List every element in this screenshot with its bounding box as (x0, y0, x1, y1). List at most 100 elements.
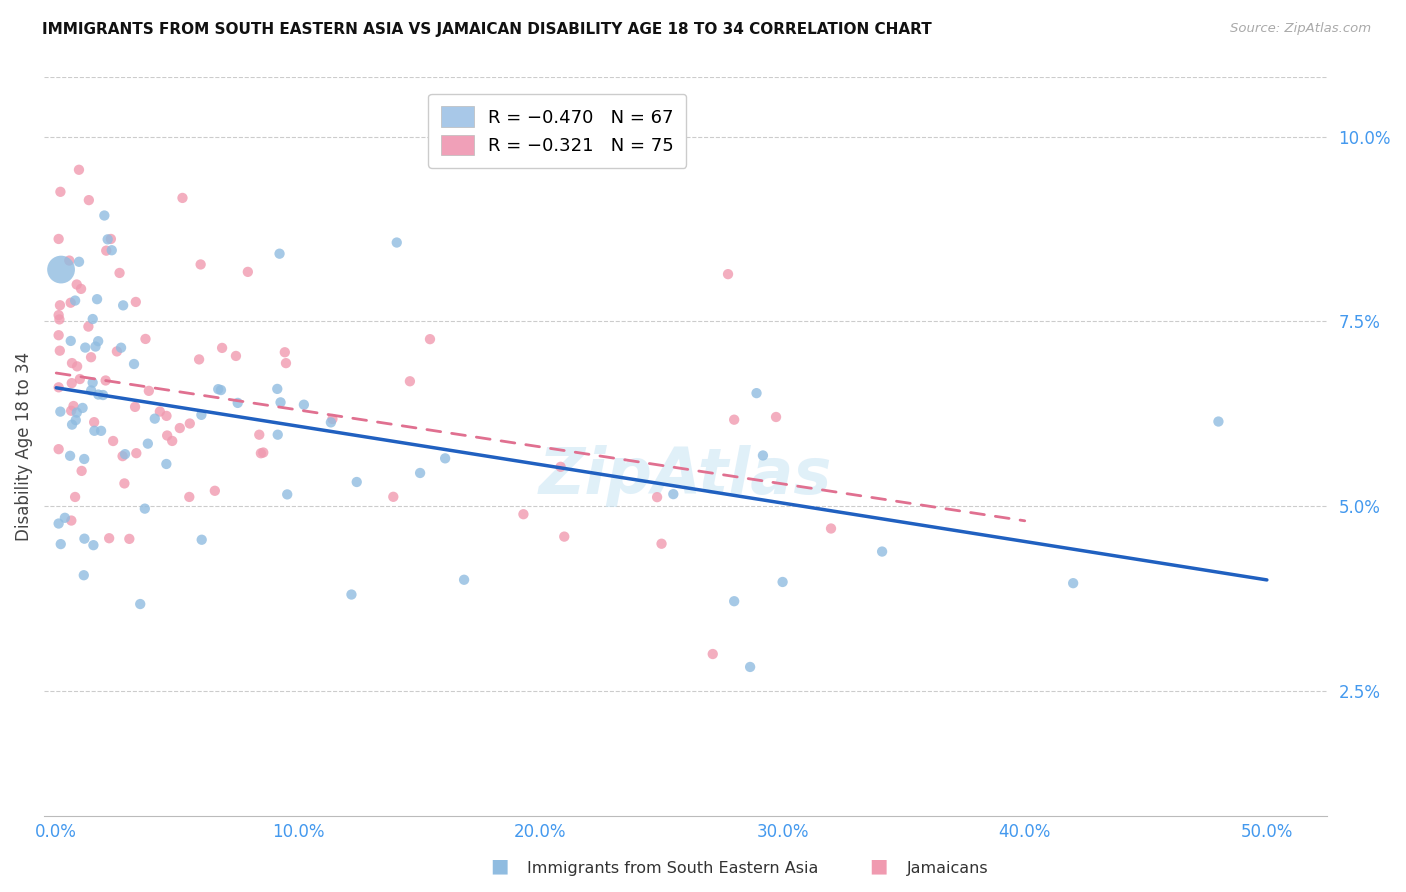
Text: ■: ■ (869, 857, 889, 876)
Point (292, 398, 315, 412)
Point (870, 544, 893, 558)
Point (190, 257, 212, 271)
Point (740, 660, 762, 674)
Point (409, 466, 432, 480)
Text: Jamaicans: Jamaicans (907, 861, 988, 876)
Point (399, 374, 422, 388)
Text: Immigrants from South Eastern Asia: Immigrants from South Eastern Asia (527, 861, 818, 876)
Point (134, 332, 156, 346)
Point (204, 483, 226, 498)
Point (80, 384, 103, 398)
Point (86, 292, 108, 306)
Point (60, 403, 83, 417)
Point (60, 356, 83, 370)
Point (48, 308, 70, 322)
Point (125, 446, 148, 460)
Y-axis label: Disability Age 18 to 34: Disability Age 18 to 34 (15, 352, 32, 541)
Text: ■: ■ (489, 857, 509, 876)
Point (100, 244, 122, 258)
Point (48, 312, 70, 326)
Point (82, 312, 104, 326)
Point (63, 490, 86, 504)
Point (512, 507, 534, 521)
Point (100, 232, 122, 246)
Point (77, 319, 100, 334)
Point (48, 380, 70, 394)
Point (645, 490, 668, 504)
Point (553, 530, 575, 544)
Point (179, 490, 201, 504)
Point (60, 514, 83, 528)
Point (87, 334, 110, 349)
Point (1062, 576, 1084, 591)
Point (252, 445, 274, 459)
Point (70, 282, 93, 296)
Point (83, 415, 105, 429)
Point (77, 193, 100, 207)
Point (236, 265, 259, 279)
Point (48, 442, 70, 457)
Point (382, 490, 405, 504)
Point (190, 408, 212, 422)
Point (97, 232, 120, 246)
Point (270, 395, 292, 409)
Point (87, 387, 110, 401)
Point (73, 452, 96, 467)
Point (155, 409, 177, 423)
Point (82, 376, 104, 390)
Point (105, 344, 128, 359)
Point (247, 427, 270, 442)
Point (122, 357, 145, 371)
Legend: R = −0.470   N = 67, R = −0.321   N = 75: R = −0.470 N = 67, R = −0.321 N = 75 (429, 94, 686, 168)
Point (59, 449, 82, 463)
Point (90, 424, 112, 438)
Point (80, 350, 103, 364)
Point (134, 501, 156, 516)
Text: ZipAtlas: ZipAtlas (538, 445, 832, 508)
Point (96, 244, 118, 258)
Point (72, 401, 94, 415)
Point (83, 424, 105, 438)
Point (67, 254, 90, 268)
Point (211, 341, 233, 355)
Point (453, 573, 475, 587)
Point (155, 457, 177, 471)
Point (60, 417, 83, 432)
Point (59, 334, 82, 348)
Point (60, 376, 83, 391)
Point (1208, 415, 1230, 429)
Point (250, 446, 273, 460)
Point (188, 352, 211, 367)
Point (346, 475, 368, 489)
Point (125, 295, 148, 310)
Point (149, 404, 172, 418)
Point (73, 532, 96, 546)
Point (274, 345, 297, 359)
Point (48, 232, 70, 246)
Point (225, 349, 247, 363)
Point (112, 476, 135, 491)
Point (160, 434, 183, 448)
Point (59, 295, 82, 310)
Point (49, 404, 72, 418)
Point (765, 409, 787, 424)
Point (419, 332, 441, 346)
Point (143, 411, 166, 425)
Point (820, 521, 842, 535)
Point (69, 372, 91, 386)
Point (179, 417, 201, 431)
Point (321, 412, 343, 426)
Point (118, 532, 141, 546)
Point (49, 185, 72, 199)
Point (226, 396, 249, 410)
Point (84, 340, 107, 354)
Point (717, 267, 740, 281)
Point (66, 277, 89, 292)
Point (111, 449, 134, 463)
Point (207, 382, 229, 396)
Point (75, 341, 97, 355)
Point (70, 464, 93, 478)
Point (752, 449, 775, 463)
Point (110, 341, 132, 355)
Point (662, 487, 685, 501)
